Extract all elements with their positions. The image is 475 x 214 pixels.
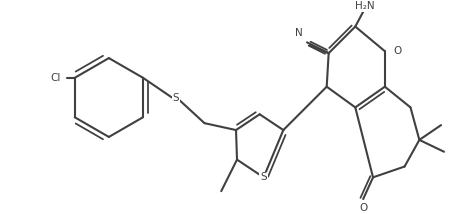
Text: S: S <box>260 172 267 182</box>
Text: N: N <box>295 28 303 39</box>
Text: O: O <box>394 46 402 56</box>
Text: S: S <box>172 92 179 103</box>
Text: O: O <box>359 203 367 213</box>
Text: Cl: Cl <box>50 73 61 83</box>
Text: H₂N: H₂N <box>355 1 375 11</box>
